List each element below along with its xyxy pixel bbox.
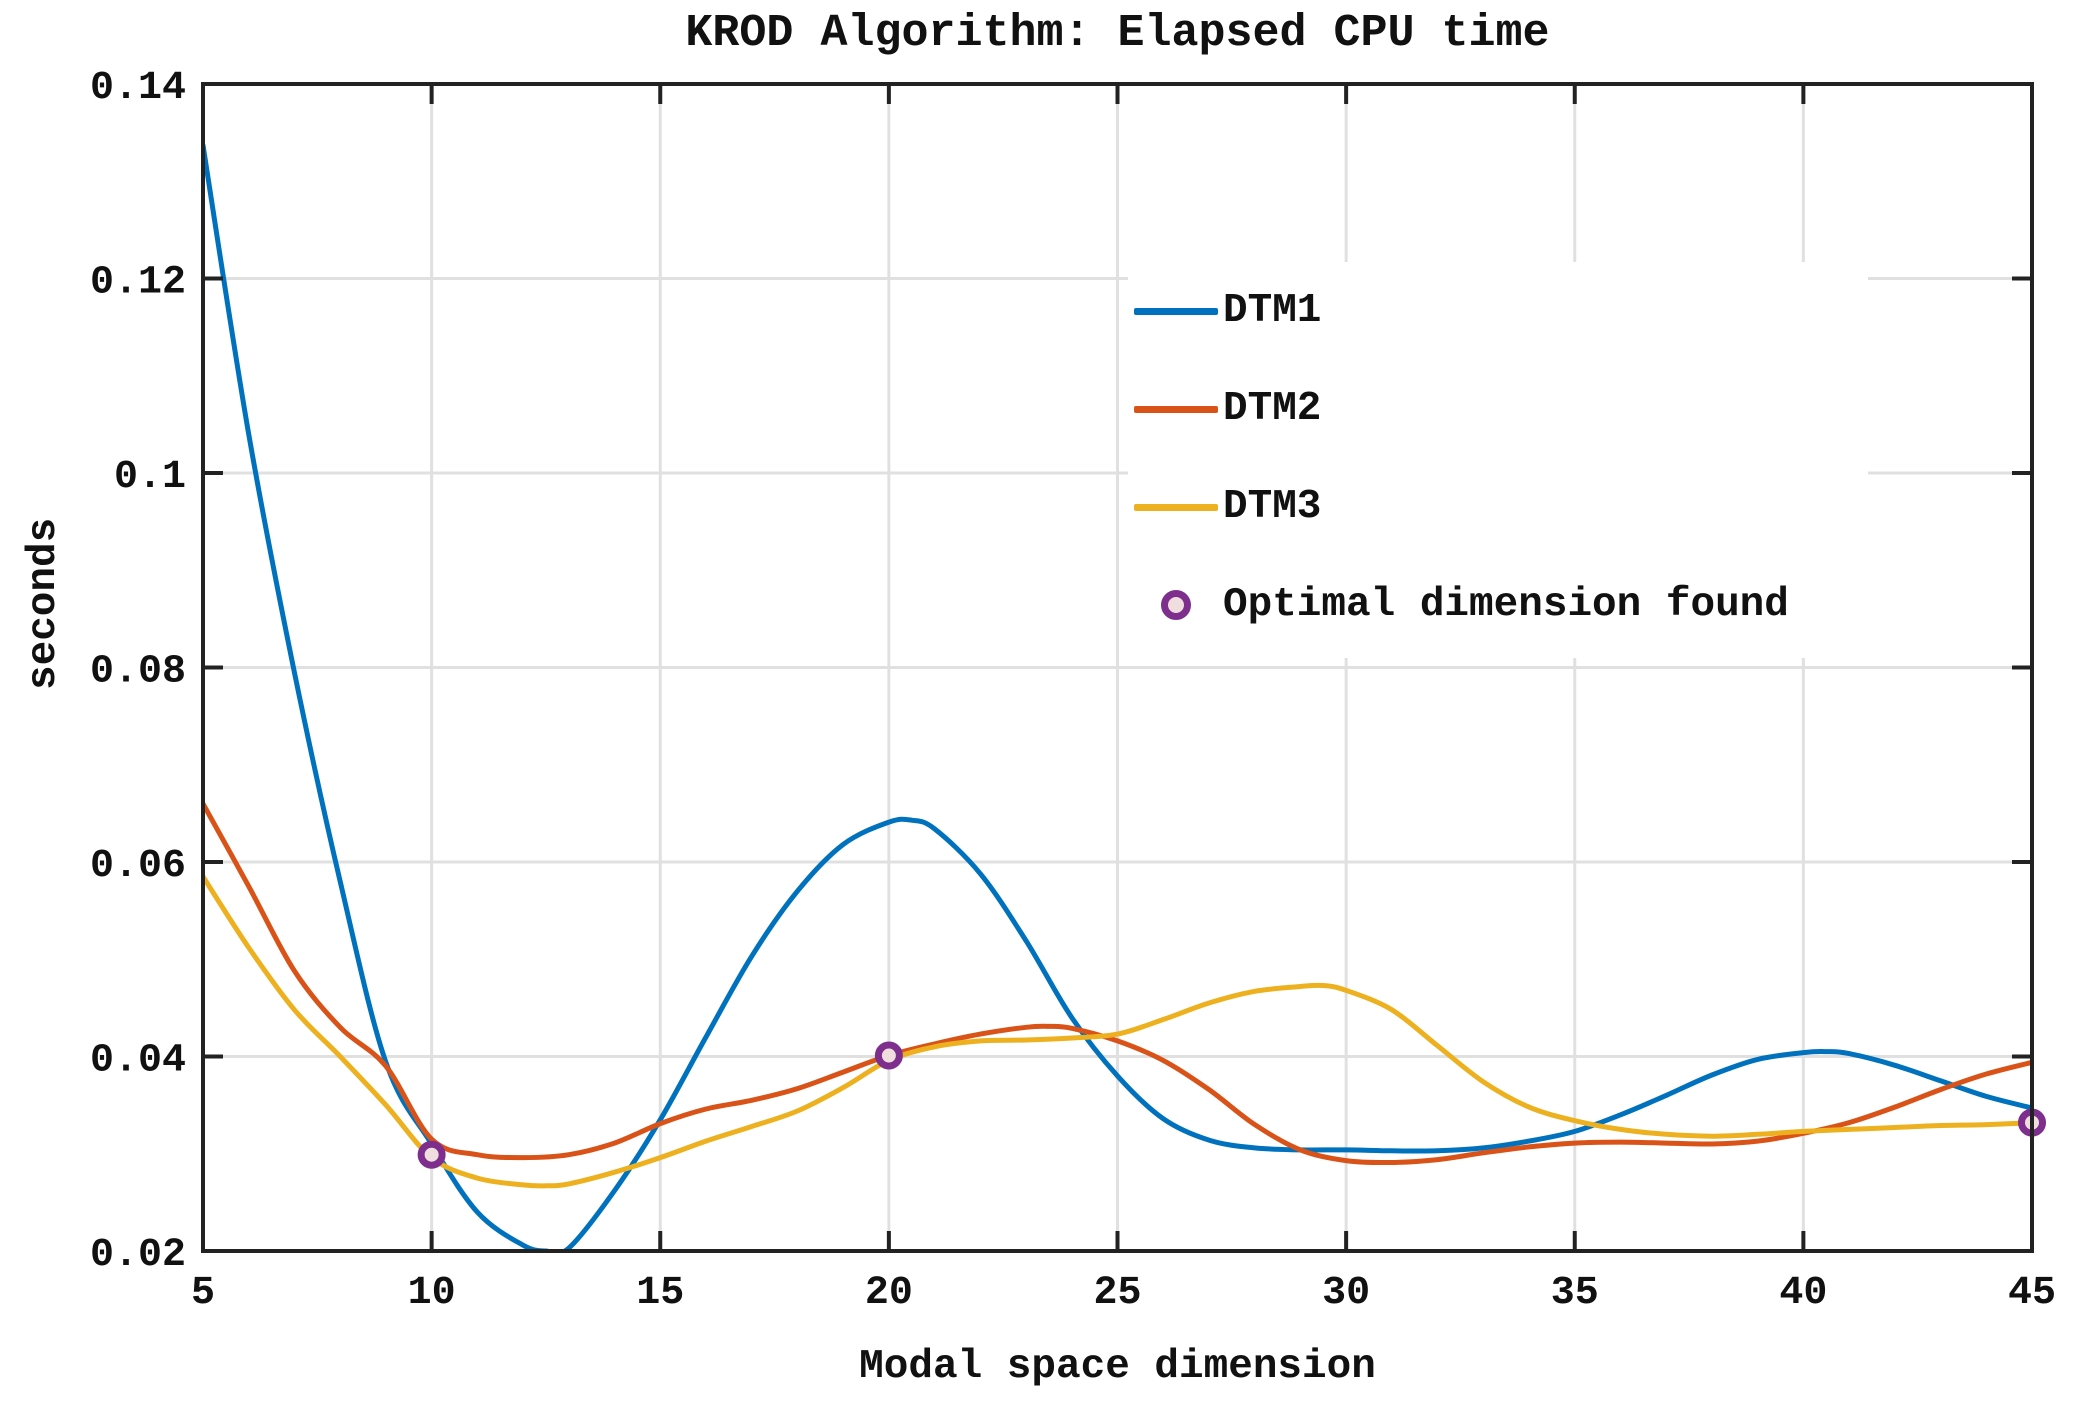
x-tick-label-15: 15 xyxy=(636,1271,684,1316)
legend-swatch-area xyxy=(1134,307,1218,315)
legend-item-dtm3: DTM3 xyxy=(1128,458,1868,556)
series-dtm3-line xyxy=(203,874,2032,1189)
y-tick-label-0.06: 0.06 xyxy=(90,844,186,889)
x-tick-label-20: 20 xyxy=(865,1271,913,1316)
y-tick-label-0.08: 0.08 xyxy=(90,650,186,695)
x-tick-label-35: 35 xyxy=(1551,1271,1599,1316)
optimal-dimension-marker-1 xyxy=(417,1140,446,1169)
legend: DTM1 DTM2 DTM3 Optimal dimension found xyxy=(1128,262,1868,658)
x-axis-label: Modal space dimension xyxy=(859,1344,1376,1390)
legend-item-dtm2: DTM2 xyxy=(1128,360,1868,458)
legend-label: DTM2 xyxy=(1223,386,1322,432)
legend-line-swatch-dtm2 xyxy=(1134,405,1218,413)
legend-label: DTM3 xyxy=(1223,484,1322,530)
x-tick-label-40: 40 xyxy=(1779,1271,1827,1316)
legend-line-swatch-dtm3 xyxy=(1134,503,1218,511)
y-axis-label: seconds xyxy=(21,517,67,690)
legend-item-dtm1: DTM1 xyxy=(1128,262,1868,360)
series-dtm2-line xyxy=(203,801,2032,1166)
y-tick-label-0.12: 0.12 xyxy=(90,261,186,306)
legend-item-optimal-dimension-found: Optimal dimension found xyxy=(1128,556,1868,654)
legend-label: DTM1 xyxy=(1223,288,1322,334)
x-tick-label-30: 30 xyxy=(1322,1271,1370,1316)
x-tick-label-5: 5 xyxy=(191,1271,215,1316)
x-tick-label-45: 45 xyxy=(2008,1271,2056,1316)
legend-swatch-area xyxy=(1134,590,1218,620)
series-curves xyxy=(203,142,2032,1251)
y-tick-label-0.1: 0.1 xyxy=(114,455,186,500)
optimal-dimension-marker-2 xyxy=(874,1041,903,1070)
x-tick-label-10: 10 xyxy=(408,1271,456,1316)
chart-title: KROD Algorithm: Elapsed CPU time xyxy=(685,8,1550,59)
legend-label: Optimal dimension found xyxy=(1223,582,1789,628)
legend-line-swatch-dtm1 xyxy=(1134,307,1218,315)
optimal-marker-icon xyxy=(1161,590,1191,620)
legend-swatch-area xyxy=(1134,503,1218,511)
x-tick-label-25: 25 xyxy=(1093,1271,1141,1316)
y-tick-label-0.04: 0.04 xyxy=(90,1039,186,1084)
y-tick-label-0.02: 0.02 xyxy=(90,1233,186,1278)
y-tick-label-0.14: 0.14 xyxy=(90,66,186,111)
legend-swatch-area xyxy=(1134,405,1218,413)
